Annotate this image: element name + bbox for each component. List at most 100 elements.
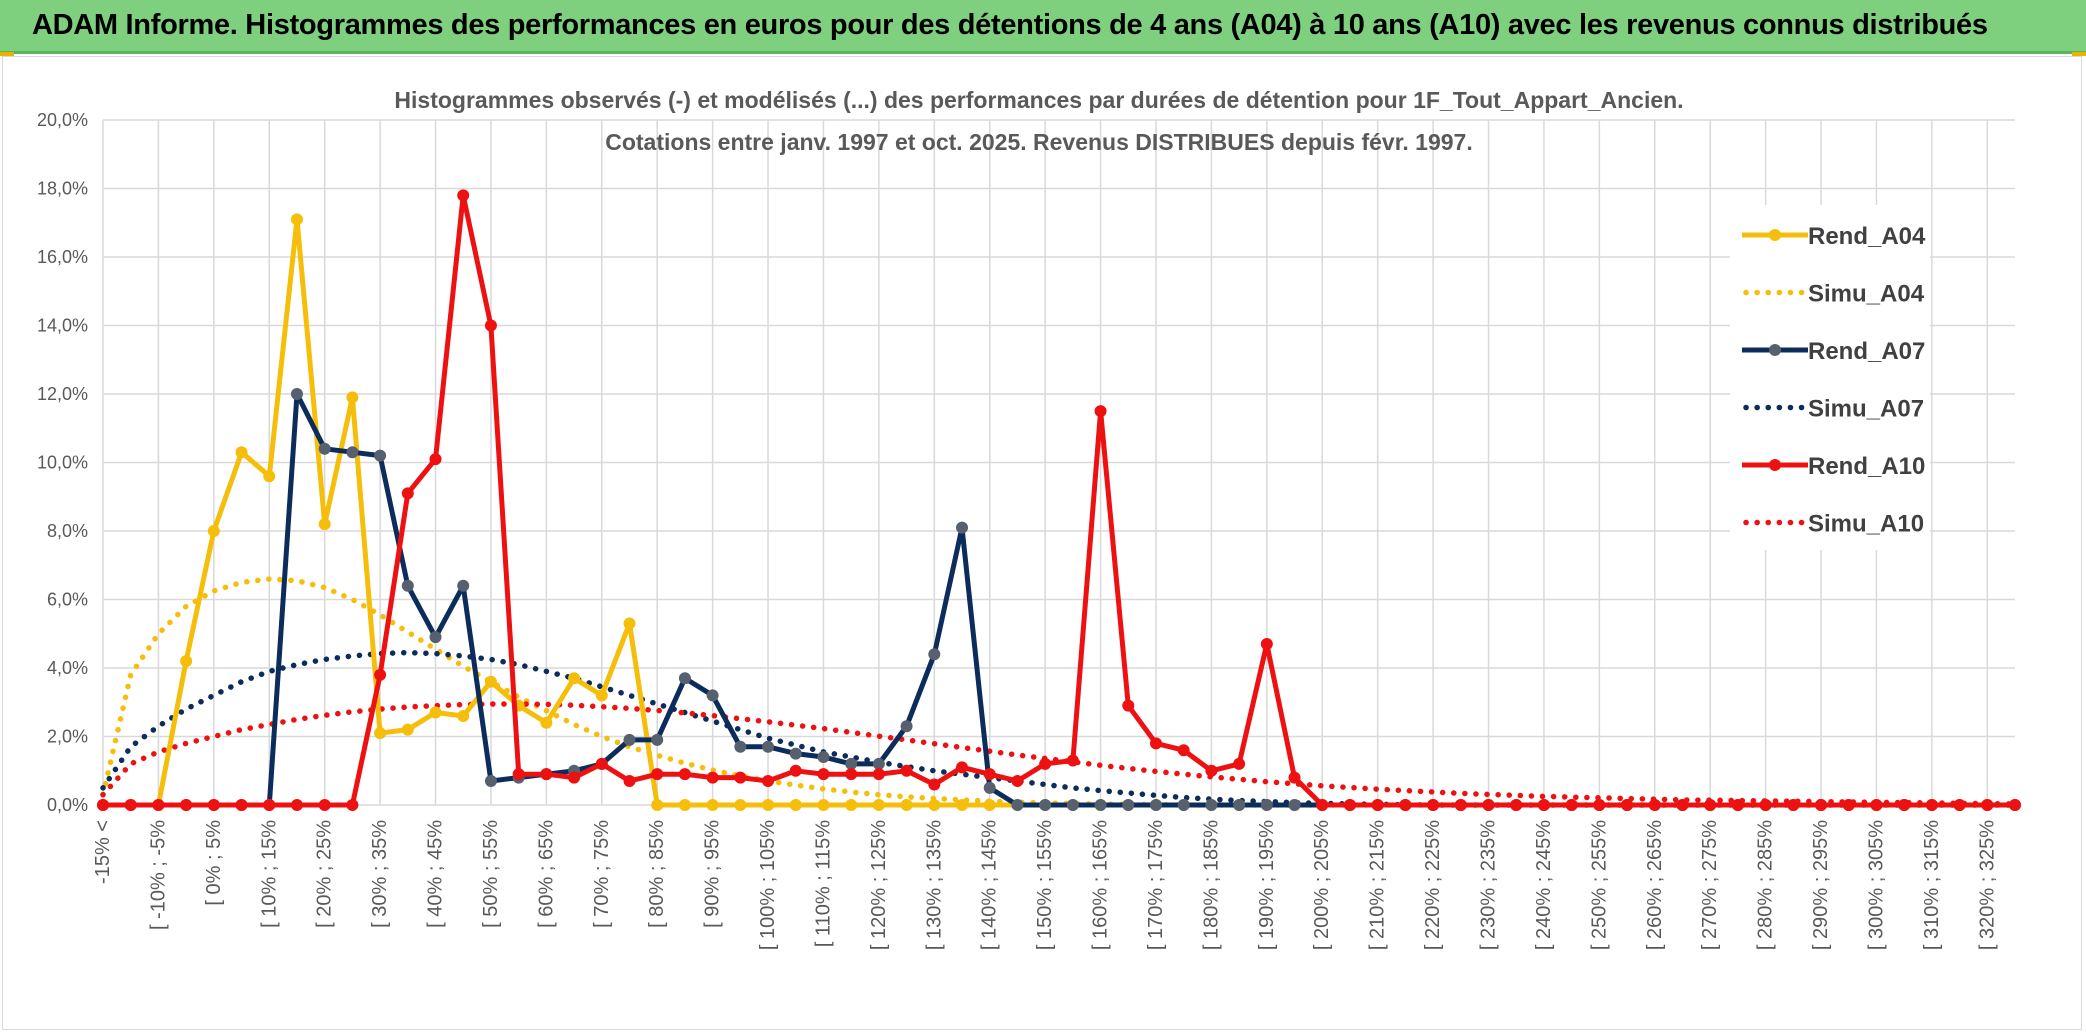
legend-item-Rend_A04: Rend_A04 [1742,223,1926,250]
data-point [1288,771,1301,784]
x-tick-label: [ 290% ; 295% [1810,820,1832,950]
x-tick-label: [ 210% ; 215% [1367,820,1389,950]
data-point [817,768,830,781]
data-point [180,655,193,668]
chart-title-line2: Cotations entre janv. 1997 et oct. 2025.… [605,129,1473,155]
grid-lines [102,119,2015,806]
x-axis-ticks: -15% < [ -10% ; -5% [ 0% ; 5% [ 10% ; 15% [ … [92,820,1998,950]
legend-label: Rend_A04 [1808,223,1926,250]
legend-item-Simu_A10: Simu_A10 [1743,511,1924,538]
y-tick-label: 10,0% [37,453,88,473]
data-point [678,672,691,685]
data-point [1260,799,1273,811]
y-tick-label: 8,0% [47,521,88,541]
data-point [1648,799,1661,811]
data-point [263,470,276,483]
data-point [1066,799,1079,811]
series-layer [97,189,2021,811]
data-point [290,388,303,400]
data-point [1427,799,1440,811]
data-point [512,768,525,781]
x-tick-label: [ 150% ; 155% [1034,820,1056,950]
x-tick-label: [ 0% ; 5% [203,820,225,906]
data-point [900,799,913,811]
legend-marker [1769,344,1781,356]
data-point [1233,799,1246,811]
data-point [207,525,220,537]
data-point [983,768,996,781]
data-point [1316,799,1329,811]
data-point [1898,799,1911,811]
data-point [124,799,137,811]
legend-marker [1769,229,1781,241]
data-point [706,771,719,784]
data-point [568,771,581,784]
data-point [346,799,359,811]
x-tick-label: [ -10% ; -5% [147,820,169,930]
x-tick-label: [ 140% ; 145% [979,820,1001,950]
data-point [1537,799,1550,811]
data-point [1593,799,1606,811]
x-tick-label: [ 30% ; 35% [369,820,391,928]
data-point [651,799,664,811]
data-point [1205,799,1218,811]
data-point [1870,799,1883,811]
x-tick-label: [ 270% ; 275% [1699,820,1721,950]
data-point [651,733,664,746]
data-point [817,799,830,811]
data-point [457,579,470,592]
data-point [290,213,303,226]
data-point [872,768,885,781]
data-point [1122,799,1135,811]
data-point [1233,757,1246,770]
x-tick-label: [ 170% ; 175% [1145,820,1167,950]
y-tick-label: 2,0% [47,727,88,747]
data-point [429,631,442,644]
data-point [1815,799,1828,811]
data-point [1621,799,1634,811]
data-point [207,799,220,811]
x-tick-label: [ 130% ; 135% [923,820,945,950]
x-tick-label: [ 100% ; 105% [757,820,779,950]
data-point [762,799,775,811]
data-point [817,751,830,764]
x-tick-label: [ 90% ; 95% [702,820,724,928]
series-line-Simu_A10 [100,701,2018,807]
data-point [872,757,885,770]
x-tick-label: [ 190% ; 195% [1256,820,1278,950]
data-point [734,799,747,811]
report-banner: ADAM Informe. Histogrammes des performan… [0,0,2086,54]
corner-mark-left [0,52,14,56]
y-tick-label: 4,0% [47,658,88,678]
data-point [318,799,331,811]
x-tick-label: [ 80% ; 85% [646,820,668,928]
legend-marker [1769,459,1781,471]
data-point [1149,737,1162,750]
data-point [1953,799,1966,811]
data-point [346,391,359,404]
data-point [401,487,414,500]
data-point [928,778,941,791]
x-tick-label: [ 280% ; 285% [1755,820,1777,950]
x-tick-label: [ 320% ; 325% [1976,820,1998,950]
x-tick-label: [ 220% ; 225% [1422,820,1444,950]
data-point [290,799,303,811]
data-point [1205,764,1218,777]
y-tick-label: 20,0% [37,110,88,130]
legend-label: Simu_A07 [1808,396,1924,423]
data-point [623,733,636,746]
data-point [1676,799,1689,811]
y-axis-ticks: 0,0% 2,0% 4,0% 6,0% 8,0% 10,0% 12,0% 14,0% 16,0%… [37,110,88,815]
data-point [152,799,165,811]
data-point [374,449,387,462]
data-point [1122,699,1135,712]
data-point [845,768,858,781]
data-point [651,768,664,781]
legend-box [1730,205,1930,550]
x-tick-label: [ 180% ; 185% [1200,820,1222,950]
data-point [678,799,691,811]
data-point [1842,799,1855,811]
data-point [457,189,470,202]
data-point [235,799,248,811]
data-point [956,761,969,774]
